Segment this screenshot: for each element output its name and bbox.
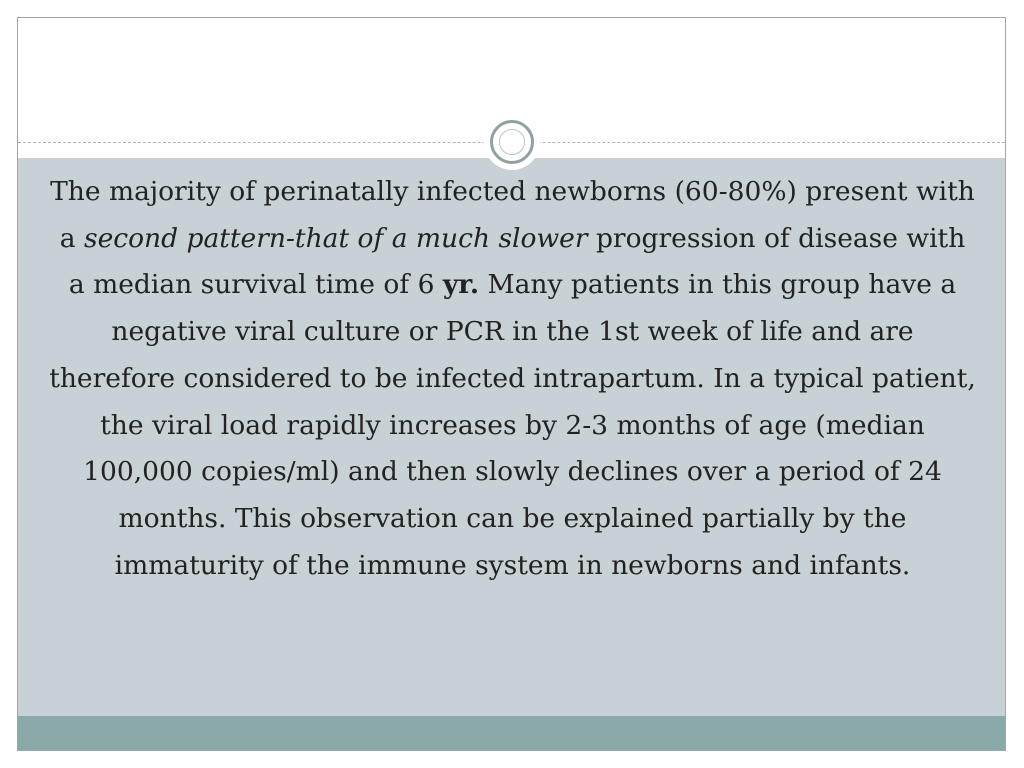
body-paragraph: The majority of perinatally infected new…	[48, 169, 977, 589]
paragraph-middle: progression of disease with a median sur…	[68, 222, 966, 301]
paragraph-emphasis: second pattern-that of a much slower	[83, 222, 588, 254]
footer-band	[18, 716, 1005, 750]
slide: The majority of perinatally infected new…	[17, 17, 1006, 751]
paragraph-intro: The majority of perinatally infected new…	[50, 176, 975, 254]
paragraph-rest: Many patients in this group have a negat…	[49, 269, 976, 581]
ornament-inner-circle	[499, 129, 525, 155]
paragraph-bold: yr.	[442, 269, 480, 301]
ornament-ring	[490, 120, 534, 164]
ring-ornament-icon	[484, 114, 540, 170]
content-area	[18, 158, 1005, 716]
